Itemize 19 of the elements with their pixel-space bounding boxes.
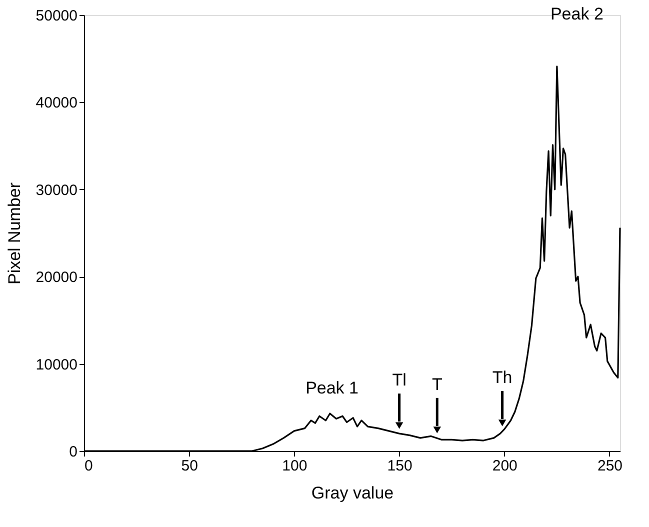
x-tick-label: 250	[597, 458, 623, 474]
annotation: Tl	[392, 370, 406, 390]
annotation: Peak 1	[306, 378, 358, 398]
y-tick-label: 40000	[36, 94, 78, 112]
y-axis-title: Pixel Number	[4, 182, 24, 285]
y-tick-label: 30000	[36, 182, 78, 199]
y-tick-label: 20000	[36, 269, 78, 286]
y-tick-label: 10000	[36, 356, 78, 374]
x-tick-label: 100	[282, 458, 308, 474]
annotation: T	[432, 374, 442, 394]
y-tick-label: 0	[69, 444, 78, 460]
x-tick-label: 150	[387, 458, 412, 474]
x-tick-label: 0	[84, 458, 93, 474]
annotation: Th	[492, 368, 512, 387]
x-tick-label: 50	[181, 458, 198, 474]
x-tick-label: 200	[492, 458, 518, 474]
y-tick-label: 50000	[36, 8, 78, 24]
x-axis-title: Gray value	[311, 484, 394, 502]
annotation: Peak 2	[550, 4, 604, 24]
